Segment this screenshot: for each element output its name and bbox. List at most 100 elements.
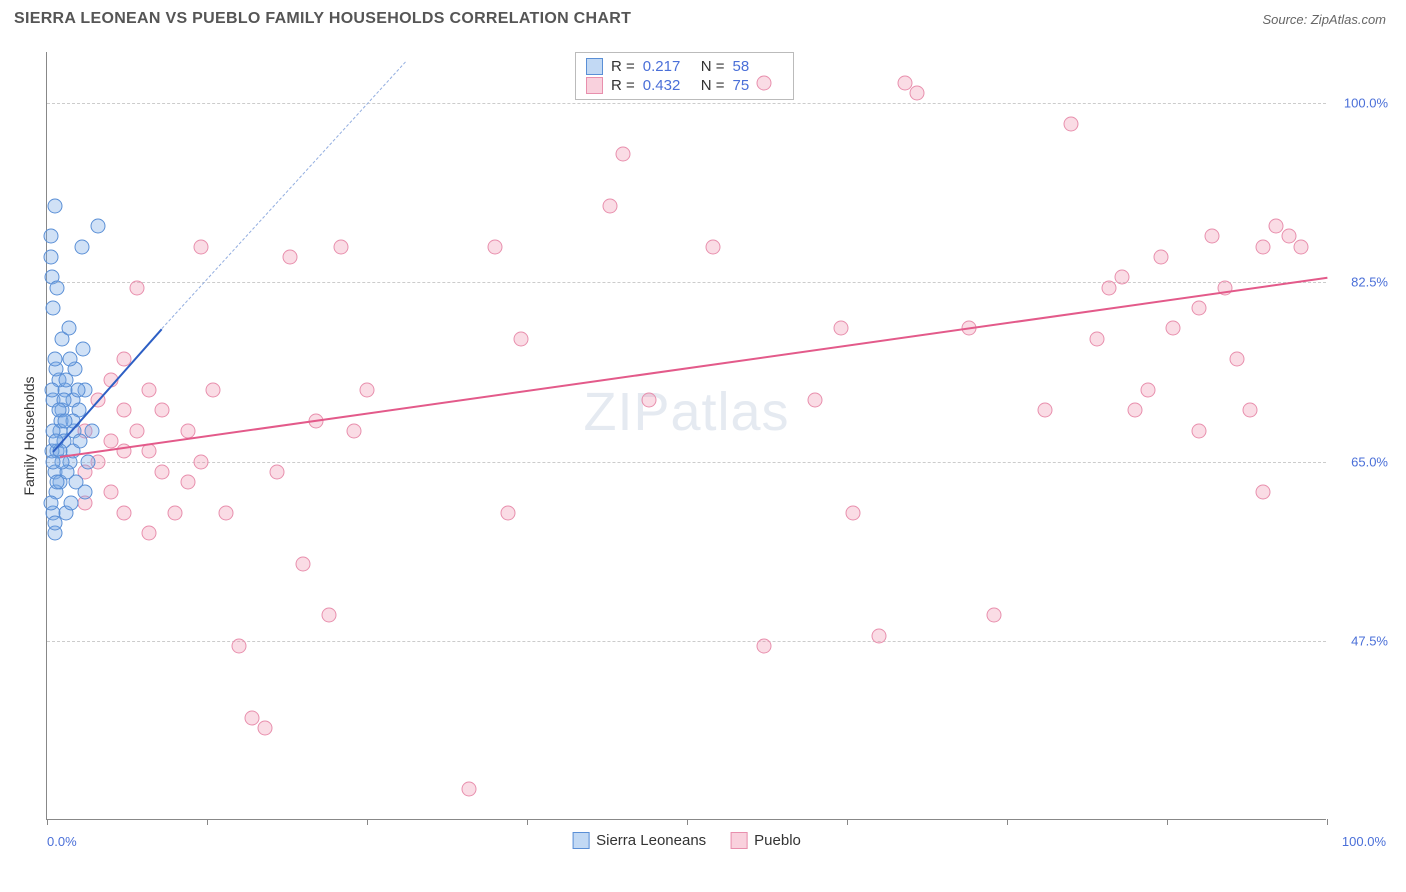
data-point: [91, 219, 106, 234]
data-point: [334, 239, 349, 254]
data-point: [47, 516, 62, 531]
swatch-blue-icon: [586, 58, 603, 75]
data-point: [1153, 249, 1168, 264]
data-point: [1281, 229, 1296, 244]
r-label: R =: [611, 77, 635, 94]
data-point: [116, 403, 131, 418]
data-point: [360, 382, 375, 397]
header: SIERRA LEONEAN VS PUEBLO FAMILY HOUSEHOL…: [0, 0, 1406, 34]
data-point: [488, 239, 503, 254]
data-point: [1166, 321, 1181, 336]
data-point: [1294, 239, 1309, 254]
x-axis-max-label: 100.0%: [1342, 834, 1386, 849]
data-point: [756, 75, 771, 90]
data-point: [47, 198, 62, 213]
data-point: [1192, 423, 1207, 438]
data-point: [897, 75, 912, 90]
legend-item-blue: Sierra Leoneans: [572, 832, 706, 849]
n-value-blue: 58: [733, 58, 783, 75]
data-point: [219, 505, 234, 520]
swatch-pink-icon: [730, 832, 747, 849]
data-point: [78, 485, 93, 500]
swatch-pink-icon: [586, 77, 603, 94]
data-point: [193, 239, 208, 254]
data-point: [833, 321, 848, 336]
data-point: [232, 638, 247, 653]
data-point: [206, 382, 221, 397]
x-tick: [847, 819, 848, 825]
data-point: [50, 475, 65, 490]
data-point: [872, 628, 887, 643]
data-point: [1268, 219, 1283, 234]
data-point: [616, 147, 631, 162]
data-point: [43, 249, 58, 264]
data-point: [46, 454, 61, 469]
stats-row-blue: R = 0.217 N = 58: [586, 57, 783, 76]
x-tick: [1007, 819, 1008, 825]
data-point: [129, 280, 144, 295]
data-point: [1243, 403, 1258, 418]
data-point: [257, 720, 272, 735]
data-point: [244, 710, 259, 725]
data-point: [50, 280, 65, 295]
data-point: [45, 382, 60, 397]
data-point: [59, 372, 74, 387]
n-label: N =: [701, 77, 725, 94]
data-point: [64, 495, 79, 510]
data-point: [70, 382, 85, 397]
data-point: [142, 526, 157, 541]
data-point: [846, 505, 861, 520]
x-axis-min-label: 0.0%: [47, 834, 77, 849]
data-point: [155, 403, 170, 418]
data-point: [500, 505, 515, 520]
data-point: [462, 782, 477, 797]
data-point: [155, 464, 170, 479]
x-tick: [47, 819, 48, 825]
data-point: [808, 393, 823, 408]
gridline: [47, 103, 1326, 104]
data-point: [1102, 280, 1117, 295]
y-axis-title: Family Households: [21, 376, 37, 495]
data-point: [1192, 301, 1207, 316]
y-tick-label: 65.0%: [1351, 454, 1388, 469]
x-tick: [1327, 819, 1328, 825]
data-point: [1115, 270, 1130, 285]
data-point: [1204, 229, 1219, 244]
data-point: [80, 454, 95, 469]
data-point: [129, 423, 144, 438]
data-point: [43, 229, 58, 244]
r-label: R =: [611, 58, 635, 75]
r-value-pink: 0.432: [643, 77, 693, 94]
data-point: [1064, 116, 1079, 131]
stats-row-pink: R = 0.432 N = 75: [586, 76, 783, 95]
chart-container: ZIPatlas Family Households R = 0.217 N =…: [14, 40, 1392, 860]
data-point: [641, 393, 656, 408]
data-point: [193, 454, 208, 469]
data-point: [142, 382, 157, 397]
y-tick-label: 47.5%: [1351, 633, 1388, 648]
data-point: [1089, 331, 1104, 346]
data-point: [43, 495, 58, 510]
bottom-legend: Sierra Leoneans Pueblo: [572, 832, 801, 849]
data-point: [987, 608, 1002, 623]
scatter-plot: ZIPatlas Family Households R = 0.217 N =…: [46, 52, 1326, 820]
legend-label-blue: Sierra Leoneans: [596, 832, 706, 849]
y-tick-label: 100.0%: [1344, 96, 1388, 111]
data-point: [1256, 485, 1271, 500]
data-point: [104, 485, 119, 500]
source-label: Source: ZipAtlas.com: [1262, 12, 1386, 27]
data-point: [46, 301, 61, 316]
x-tick: [367, 819, 368, 825]
watermark: ZIPatlas: [583, 381, 789, 443]
legend-item-pink: Pueblo: [730, 832, 801, 849]
x-tick: [527, 819, 528, 825]
legend-label-pink: Pueblo: [754, 832, 801, 849]
y-tick-label: 82.5%: [1351, 275, 1388, 290]
r-value-blue: 0.217: [643, 58, 693, 75]
data-point: [347, 423, 362, 438]
data-point: [705, 239, 720, 254]
x-tick: [687, 819, 688, 825]
data-point: [296, 557, 311, 572]
data-point: [603, 198, 618, 213]
data-point: [180, 475, 195, 490]
